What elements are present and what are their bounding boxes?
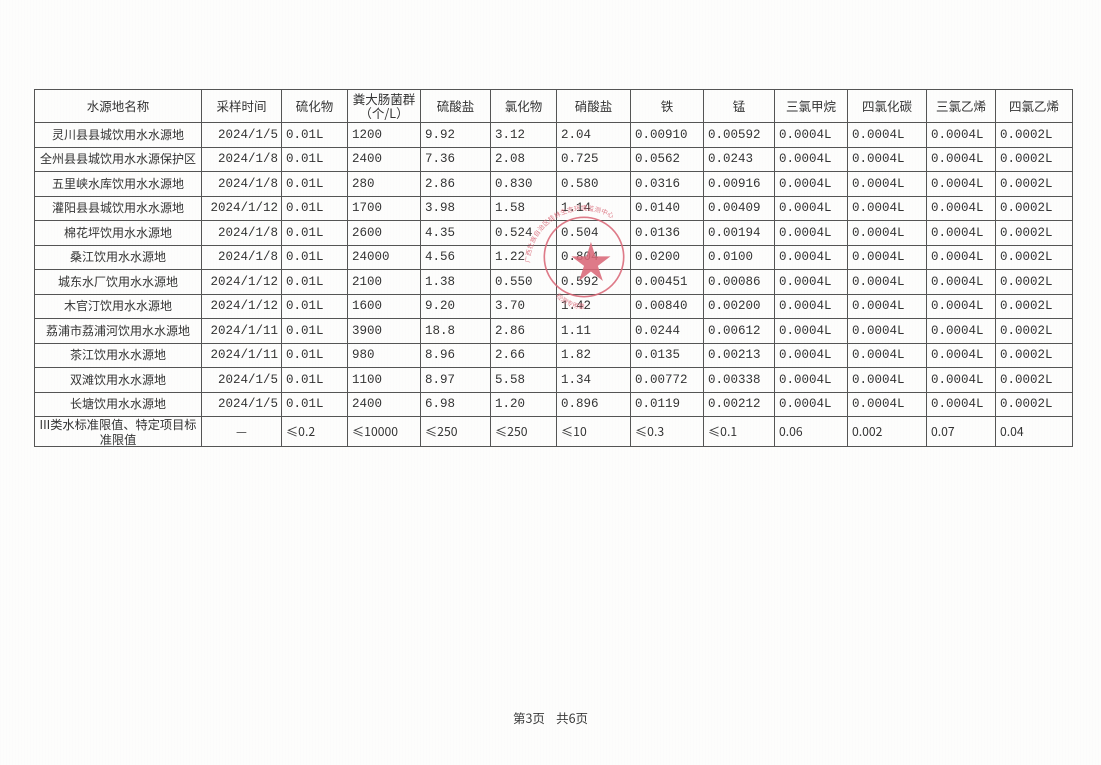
svg-text:广西壮族自治区桂林生态环境监测中心: 广西壮族自治区桂林生态环境监测中心 [522,202,617,263]
